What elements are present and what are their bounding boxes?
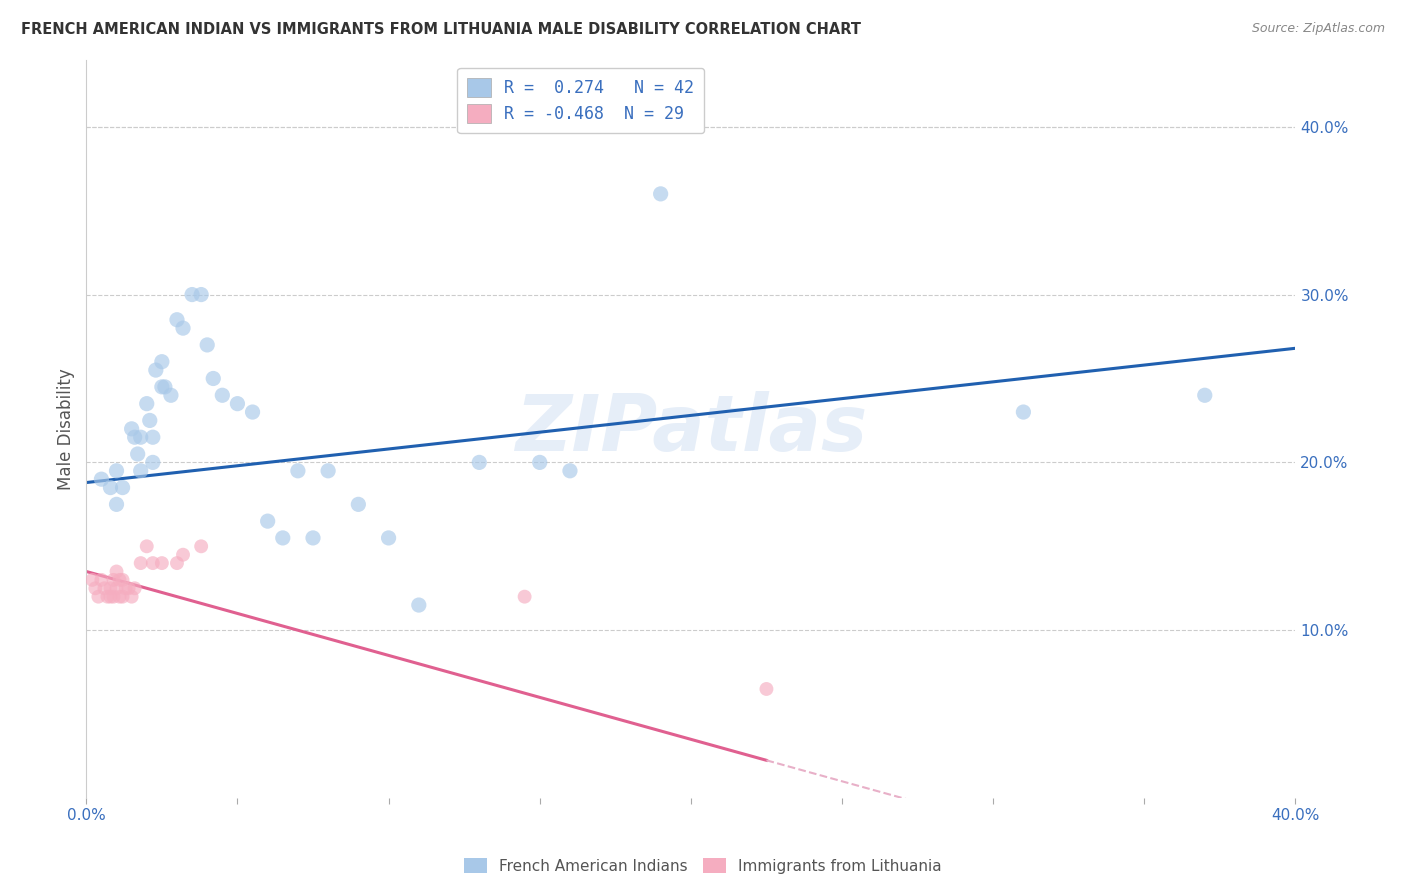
Point xyxy=(211,388,233,402)
Point xyxy=(84,581,107,595)
Point xyxy=(195,338,218,352)
Point xyxy=(316,464,339,478)
Point xyxy=(1012,405,1035,419)
Point xyxy=(90,472,112,486)
Point xyxy=(90,573,112,587)
Text: ZIPatlas: ZIPatlas xyxy=(515,391,868,467)
Point xyxy=(127,447,149,461)
Point xyxy=(142,430,165,444)
Point xyxy=(129,430,152,444)
Point xyxy=(82,573,104,587)
Point xyxy=(408,598,430,612)
Point xyxy=(124,430,146,444)
Text: Source: ZipAtlas.com: Source: ZipAtlas.com xyxy=(1251,22,1385,36)
Point xyxy=(108,590,131,604)
Point xyxy=(226,397,249,411)
Point xyxy=(103,590,125,604)
Point xyxy=(145,363,167,377)
Point xyxy=(529,455,551,469)
Point xyxy=(108,573,131,587)
Point xyxy=(150,556,173,570)
Point xyxy=(124,581,146,595)
Point xyxy=(256,514,278,528)
Point xyxy=(513,590,536,604)
Point xyxy=(172,321,194,335)
Point xyxy=(100,581,122,595)
Point xyxy=(347,497,370,511)
Point xyxy=(242,405,264,419)
Point xyxy=(105,565,128,579)
Point xyxy=(100,590,122,604)
Point xyxy=(166,556,188,570)
Point xyxy=(87,590,110,604)
Point xyxy=(468,455,491,469)
Point xyxy=(135,397,157,411)
Point xyxy=(160,388,183,402)
Point xyxy=(135,539,157,553)
Y-axis label: Male Disability: Male Disability xyxy=(58,368,75,490)
Point xyxy=(142,556,165,570)
Point xyxy=(129,464,152,478)
Point xyxy=(121,590,143,604)
Text: FRENCH AMERICAN INDIAN VS IMMIGRANTS FROM LITHUANIA MALE DISABILITY CORRELATION : FRENCH AMERICAN INDIAN VS IMMIGRANTS FRO… xyxy=(21,22,860,37)
Point xyxy=(181,287,204,301)
Point xyxy=(117,581,139,595)
Point xyxy=(1194,388,1216,402)
Point xyxy=(650,186,672,201)
Point xyxy=(558,464,581,478)
Point xyxy=(111,573,134,587)
Point xyxy=(150,354,173,368)
Point xyxy=(153,380,176,394)
Legend: R =  0.274   N = 42, R = -0.468  N = 29: R = 0.274 N = 42, R = -0.468 N = 29 xyxy=(457,68,704,133)
Point xyxy=(93,581,115,595)
Point xyxy=(103,573,125,587)
Point xyxy=(755,681,778,696)
Point xyxy=(121,422,143,436)
Point xyxy=(100,481,122,495)
Point xyxy=(271,531,294,545)
Point xyxy=(166,312,188,326)
Point xyxy=(111,590,134,604)
Point xyxy=(172,548,194,562)
Point xyxy=(105,464,128,478)
Point xyxy=(202,371,225,385)
Point xyxy=(287,464,309,478)
Point xyxy=(129,556,152,570)
Point xyxy=(139,413,162,427)
Point xyxy=(105,497,128,511)
Point xyxy=(302,531,325,545)
Point xyxy=(190,539,212,553)
Point xyxy=(96,590,118,604)
Point xyxy=(105,581,128,595)
Point xyxy=(142,455,165,469)
Point xyxy=(114,581,136,595)
Legend: French American Indians, Immigrants from Lithuania: French American Indians, Immigrants from… xyxy=(458,852,948,880)
Point xyxy=(377,531,399,545)
Point xyxy=(150,380,173,394)
Point xyxy=(111,481,134,495)
Point xyxy=(190,287,212,301)
